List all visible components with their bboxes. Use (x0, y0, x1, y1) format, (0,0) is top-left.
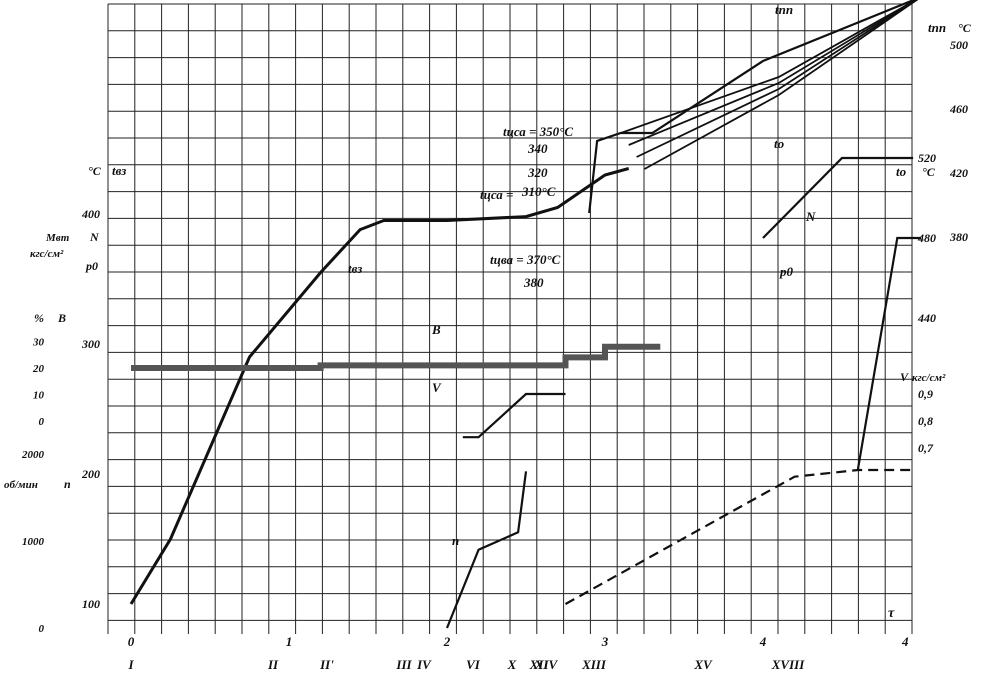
stage-label: II' (319, 657, 334, 672)
series-line-B (131, 343, 661, 371)
series-line-N (856, 236, 921, 471)
axis-tick-tgas: 200 (81, 467, 100, 481)
axis-unit-v: кгс/см² (912, 372, 946, 384)
axis-tick-v: 0,7 (918, 441, 934, 455)
axis-label-power: N (89, 230, 100, 244)
curve-annotation: N (805, 209, 816, 224)
stage-label: XIII (581, 657, 607, 672)
stage-label: I (127, 657, 134, 672)
axis-tick-to: 480 (917, 231, 936, 245)
stage-label: XV (693, 657, 713, 672)
stage-label: XVIII (771, 657, 805, 672)
curve-annotation: tцва = 370°C (490, 252, 561, 267)
axis-tick-v: 0,8 (918, 414, 933, 428)
axis-tick-to: 520 (918, 151, 936, 165)
axis-unit-n: об/мин (4, 479, 38, 491)
series-line-tвз (129, 167, 630, 605)
axis-tick-tsteam: 380 (949, 230, 968, 244)
axis-tick-tsteam: 460 (949, 102, 968, 116)
curve-annotation: p0 (779, 264, 794, 279)
axis-tick-v: 0,9 (918, 387, 933, 401)
steam-family-line (644, 0, 919, 170)
series-line-tпп (588, 0, 917, 214)
axis-tick-tgas: 300 (81, 337, 100, 351)
curve-annotation: to (774, 136, 785, 151)
curve-annotation: 380 (523, 275, 544, 290)
axis-unit-b: % (34, 311, 44, 325)
axis-tick-to: 440 (917, 311, 936, 325)
axis-unit-tgas: °C (88, 164, 102, 178)
axis-tick-b: 20 (32, 363, 45, 375)
series-line-n (445, 471, 528, 629)
x-tick-label: 1 (286, 634, 293, 649)
stage-label: VI (466, 657, 481, 672)
axis-tick-n: 1000 (22, 536, 45, 548)
axis-tick-b: 0 (39, 416, 45, 428)
curve-annotation: n (452, 533, 459, 548)
axis-unit-tsteam: °C (958, 21, 972, 35)
axis-label-b: B (57, 311, 66, 325)
axis-tick-tsteam: 420 (949, 166, 968, 180)
curves-layer (129, 0, 921, 629)
stage-label: IV (416, 657, 432, 672)
stage-label: III (395, 657, 412, 672)
x-tick-label: 0 (128, 634, 135, 649)
curve-annotation: tпп (775, 2, 793, 17)
steam-family-line (628, 0, 918, 146)
curve-annotation: B (431, 322, 441, 337)
curve-annotation: 320 (527, 165, 548, 180)
x-tick-label: 2 (443, 634, 451, 649)
curve-annotation: tцса = (480, 187, 513, 202)
x-tick-label: 4 (759, 634, 767, 649)
stage-label: XIV (534, 657, 559, 672)
curve-annotation: 310°C (521, 184, 556, 199)
axis-tick-tgas: 400 (81, 207, 100, 221)
x-tick-label: 3 (601, 634, 609, 649)
steam-family-line (620, 0, 918, 134)
axis-tick-tgas: 100 (82, 597, 100, 611)
axis-tick-b: 30 (32, 337, 45, 349)
series-line-to (762, 156, 914, 239)
axis-label-p0: p0 (85, 259, 98, 273)
grid (107, 3, 913, 634)
axis-tick-n: 2000 (21, 449, 45, 461)
axis-unit-p0: кгс/см² (30, 248, 64, 260)
axis-label-n: n (64, 477, 71, 491)
axis-tick-n: 0 (39, 623, 45, 635)
axis-label-tgas: tвз (112, 163, 126, 178)
steam-family-line (636, 0, 919, 158)
axis-tick-b: 10 (33, 390, 45, 402)
curve-annotation: V (432, 380, 442, 395)
curve-annotation: tцса = 350°C (503, 124, 573, 139)
axis-unit-to: °C (922, 165, 936, 179)
axis-label-to: to (896, 164, 907, 179)
axis-label-tsteam: tпп (928, 20, 946, 35)
x-unit-label: τ (888, 606, 895, 621)
x-end-tick-label: 4 (901, 634, 909, 649)
series-line-V (462, 392, 566, 439)
curve-annotation: 340 (527, 141, 548, 156)
series-line-p0 (564, 468, 914, 605)
stage-label: XII (529, 657, 550, 672)
axis-label-v: V (900, 370, 909, 384)
axis-tick-tsteam: 500 (950, 38, 968, 52)
stage-label: X (507, 657, 517, 672)
axis-unit-power: Мвт (45, 232, 70, 244)
curve-annotation: tвз (348, 261, 362, 276)
stage-label: II (267, 657, 279, 672)
